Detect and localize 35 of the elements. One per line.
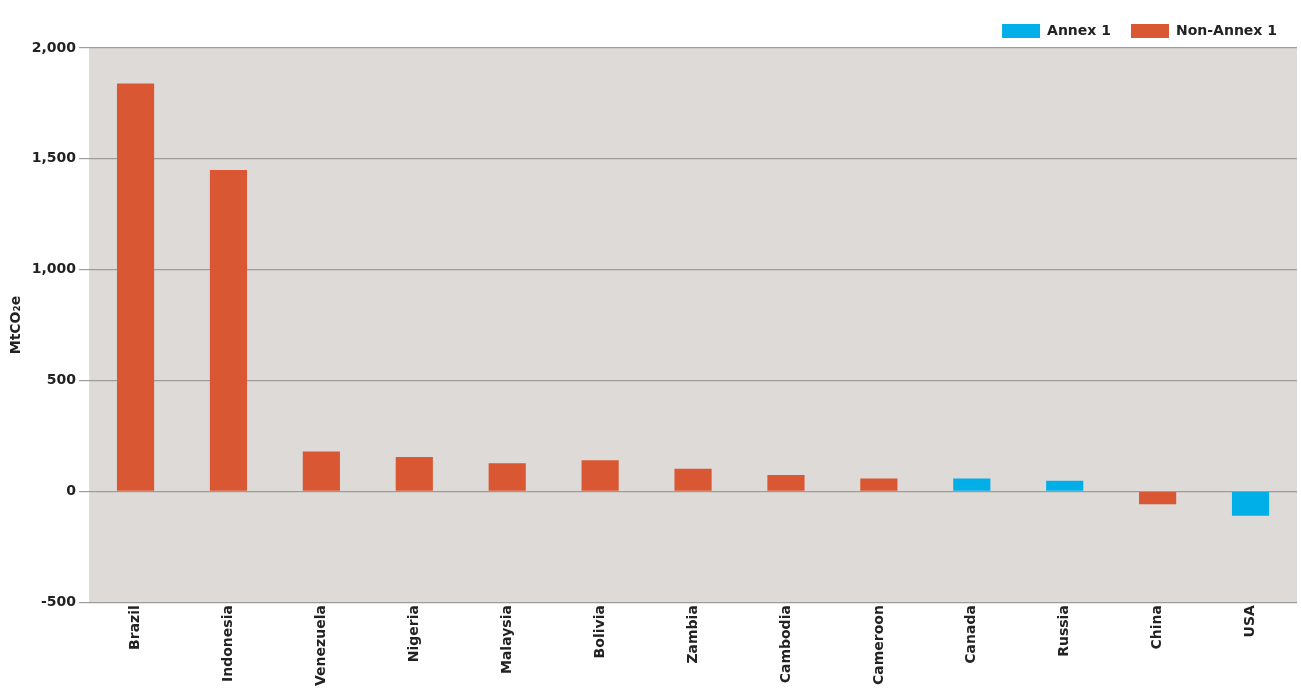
x-tick-label: USA <box>1241 604 1258 638</box>
x-tick-label: Brazil <box>126 605 143 650</box>
bar <box>116 83 155 491</box>
bar <box>953 478 991 491</box>
x-tick-label: Nigeria <box>404 605 421 663</box>
bar <box>860 478 898 491</box>
y-tick-label: 2,000 <box>31 38 77 55</box>
x-tick-label: Canada <box>962 605 979 664</box>
x-tick-label: Cameroon <box>869 605 886 686</box>
x-tick-label: Indonesia <box>219 605 236 682</box>
y-axis-title: MtCO₂e <box>7 295 24 355</box>
bar <box>1231 491 1270 516</box>
x-tick-label: Malaysia <box>497 605 514 675</box>
bar <box>767 475 805 491</box>
x-tick-label: Bolivia <box>590 605 607 659</box>
bar <box>488 463 526 491</box>
y-tick-label: -500 <box>41 592 77 609</box>
bar <box>302 451 340 491</box>
y-tick-label: 500 <box>46 371 77 388</box>
y-tick-label: 1,500 <box>31 149 77 166</box>
bar <box>674 468 712 491</box>
x-tick-label: Venezuela <box>312 605 329 687</box>
y-tick-label: 1,000 <box>31 260 77 277</box>
x-tick-label: Russia <box>1055 605 1072 657</box>
bar <box>581 460 619 491</box>
legend-label: Annex 1 <box>1047 21 1111 38</box>
bar <box>1046 480 1084 491</box>
x-tick-label: Zambia <box>683 605 700 664</box>
bar <box>209 169 248 491</box>
bar <box>395 456 433 491</box>
x-tick-label: Cambodia <box>776 605 793 684</box>
bar <box>1139 491 1177 505</box>
x-tick-label: China <box>1148 605 1165 650</box>
legend-label: Non-Annex 1 <box>1175 21 1278 38</box>
y-tick-label: 0 <box>66 481 77 498</box>
